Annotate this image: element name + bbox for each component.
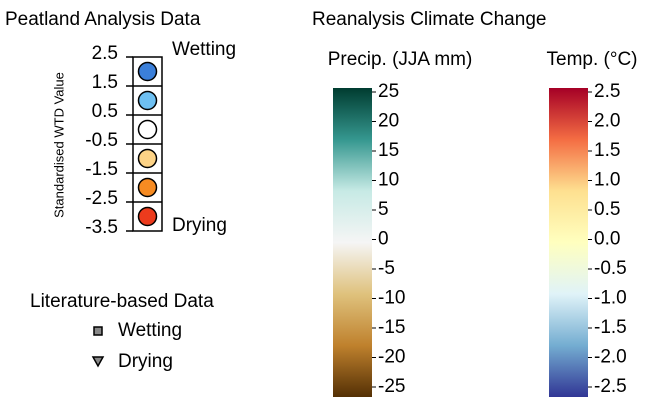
colorbar — [333, 88, 372, 397]
tick-label: 0.0 — [594, 229, 620, 250]
tick-label: 2.0 — [594, 111, 620, 132]
tick-label: -20 — [378, 347, 405, 368]
tick-label: -0.5 — [85, 130, 118, 151]
tick-label: 0.5 — [92, 101, 118, 122]
square-marker — [93, 326, 103, 336]
tick-label: 0 — [378, 229, 389, 250]
temp-label: Temp. (°C) — [547, 49, 638, 70]
tick-label: 1.0 — [594, 170, 620, 191]
literature-item: Wetting — [118, 320, 182, 341]
tick-label: 1.5 — [92, 72, 118, 93]
drying-label: Drying — [172, 215, 227, 236]
axis-label: Standardised WTD Value — [51, 72, 66, 218]
tick-label: -2.5 — [85, 188, 118, 209]
circle-marker — [137, 206, 158, 227]
tick-label: 20 — [378, 111, 399, 132]
tick-label: 0.5 — [594, 199, 620, 220]
reanalysis-title: Reanalysis Climate Change — [312, 9, 546, 30]
tick-label: -10 — [378, 288, 405, 309]
tick-label: -1.0 — [594, 288, 627, 309]
colorbar — [549, 88, 588, 397]
tick-label: -2.0 — [594, 347, 627, 368]
tick-label: 2.5 — [594, 81, 620, 102]
tick-label: -1.5 — [594, 317, 627, 338]
tick-label: -0.5 — [594, 258, 627, 279]
precip-label: Precip. (JJA mm) — [328, 49, 473, 70]
tick-label: 15 — [378, 140, 399, 161]
circle-marker — [137, 148, 158, 169]
tick-label: 25 — [378, 81, 399, 102]
wetting-label: Wetting — [172, 39, 236, 60]
tick-label: -1.5 — [85, 159, 118, 180]
tick-label: -25 — [378, 376, 405, 397]
tick-label: 5 — [378, 199, 389, 220]
tick-label: 2.5 — [92, 43, 118, 64]
tick-label: -5 — [378, 258, 395, 279]
circle-marker — [137, 61, 158, 82]
circle-marker — [137, 90, 158, 111]
triangle-marker — [91, 356, 105, 368]
tick-label: -2.5 — [594, 376, 627, 397]
circle-marker — [137, 177, 158, 198]
tick-label: 10 — [378, 170, 399, 191]
peatland-title: Peatland Analysis Data — [5, 9, 201, 30]
tick-label: -3.5 — [85, 217, 118, 238]
literature-title: Literature-based Data — [30, 291, 214, 312]
literature-item: Drying — [118, 351, 173, 372]
circle-marker — [137, 119, 158, 140]
tick-label: -15 — [378, 317, 405, 338]
tick-label: 1.5 — [594, 140, 620, 161]
